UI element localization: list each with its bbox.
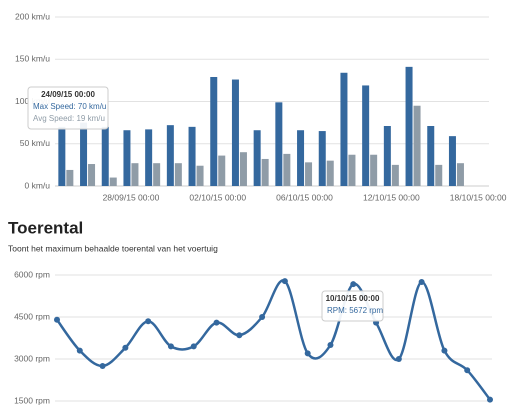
point [395,356,402,362]
bar [405,66,413,186]
bar [80,122,88,186]
point [167,343,174,350]
y-tick-label: 6000 rpm [14,269,50,279]
point [122,344,129,351]
bar [66,169,74,186]
point [304,350,311,357]
bar [413,105,421,186]
bar [253,130,261,186]
tooltip-title: 24/09/15 00:00 [41,90,95,99]
y-tick-label: 50 km/u [20,138,51,148]
bar [218,155,226,186]
bar [166,125,174,186]
bar [435,164,443,186]
bar [145,129,153,186]
point [54,316,60,323]
y-tick-label: 150 km/u [15,54,50,64]
y-tick-label: 200 km/u [15,11,50,21]
point [99,363,106,369]
bar [88,164,96,186]
bar [231,79,239,186]
bar [340,72,348,186]
bar [275,102,283,186]
bar [261,158,269,186]
tooltip-title: 10/10/15 00:00 [326,294,380,303]
point [76,347,83,354]
bar [391,164,399,186]
y-tick-label: 4500 rpm [14,311,50,321]
section-title: Toerental [8,218,83,237]
bar [188,126,196,186]
bar [101,126,109,186]
bar [58,126,66,186]
bar [362,85,370,186]
point [441,347,448,354]
point [350,281,357,288]
y-tick-label: 3000 rpm [14,353,50,363]
point [418,279,425,285]
x-tick-label: 18/10/15 00:00 [450,192,507,202]
x-tick-label: 02/10/15 00:00 [189,192,246,202]
bar [196,165,204,186]
bar [326,160,334,186]
line [55,279,491,401]
point [259,314,266,320]
bar [174,163,182,186]
point [464,367,471,374]
bar [448,136,456,186]
bar [348,154,356,186]
bar [210,76,218,186]
bar [427,126,435,186]
tooltip-line: RPM: 5672 rpm [327,306,383,315]
point [236,332,243,339]
bar [383,126,391,186]
x-tick-label: 06/10/15 00:00 [276,192,333,202]
bar [109,177,117,186]
tooltip-line: Avg Speed: 19 km/u [33,114,105,123]
tooltip-box [321,290,384,322]
y-tick-label: 1500 rpm [14,395,50,405]
bar [297,130,305,186]
bar [370,154,378,186]
x-tick-label: 12/10/15 00:00 [363,192,420,202]
x-tick-label: 28/09/15 00:00 [103,192,160,202]
bar [239,152,247,186]
point [487,396,493,403]
bar [456,163,464,186]
section-subtitle: Toont het maximum behaalde toerental van… [8,243,218,253]
bar [305,162,313,186]
bar [283,153,291,186]
point [190,343,197,350]
point [145,318,152,325]
point [281,278,288,285]
y-tick-label: 0 km/u [24,180,50,190]
tooltip-box [27,86,109,130]
bar [131,163,139,186]
point [213,319,220,326]
tooltip-line: Max Speed: 70 km/u [33,102,106,111]
point [327,342,334,348]
bar [153,163,161,186]
bar [123,130,131,186]
bar [318,131,326,186]
